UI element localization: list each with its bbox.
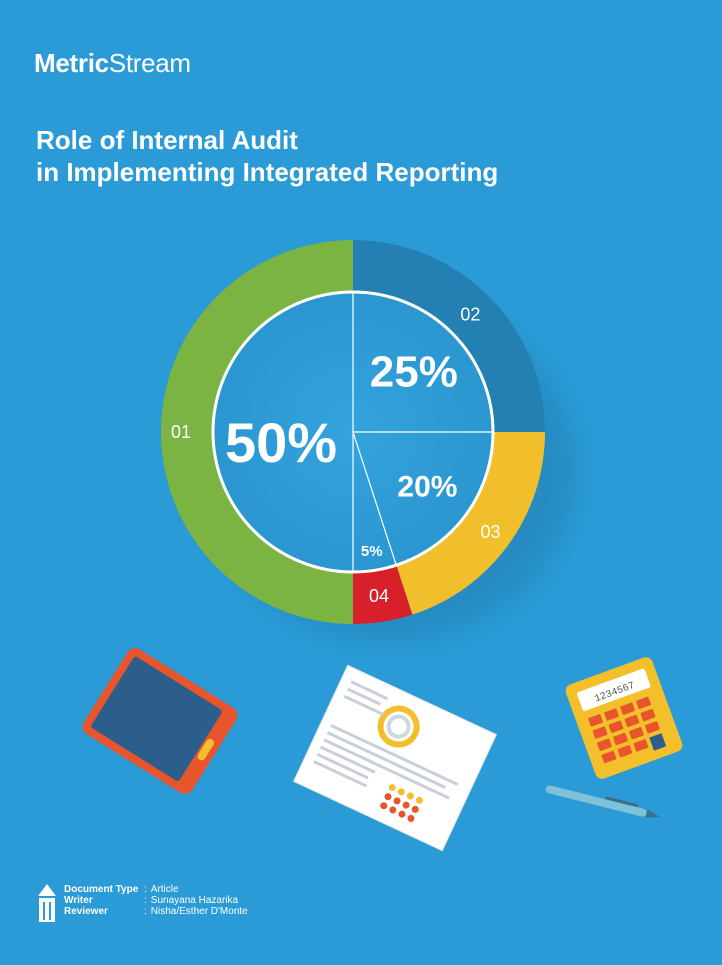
pencil-icon [38, 884, 56, 922]
info-label: Writer [64, 895, 93, 906]
info-label: Reviewer [64, 906, 108, 917]
value-label-03: 20% [397, 471, 457, 504]
phone-illustration [82, 648, 238, 794]
segment-label-03: 03 [481, 522, 501, 542]
segment-03 [396, 432, 545, 615]
segment-02 [353, 240, 545, 432]
segment-label-01: 01 [171, 422, 191, 442]
title-line-1: Role of Internal Audit [36, 125, 298, 155]
donut-segments [161, 240, 545, 624]
value-label-02: 25% [370, 348, 458, 397]
calculator-illustration: 1234567 [565, 657, 683, 779]
brand-name-bold: Metric [34, 48, 109, 78]
info-row-writer: Writer : Sunayana Hazarika [64, 895, 239, 906]
pen-illustration [545, 785, 661, 818]
value-label-04: 5% [361, 543, 383, 560]
info-label: Document Type [64, 884, 139, 895]
title-line-2: in Implementing Integrated Reporting [36, 157, 499, 187]
segment-01 [161, 240, 353, 624]
document-illustration [292, 664, 498, 852]
donut-labels: 02 25% 03 20% 04 5% 01 50% [171, 305, 501, 606]
brand-name-regular: Stream [108, 48, 191, 78]
segment-04 [353, 565, 413, 624]
info-row-document-type: Document Type : Article [64, 884, 179, 895]
brand-logo: MetricStream [34, 48, 191, 79]
segment-label-04: 04 [369, 586, 389, 606]
info-value: Article [150, 884, 179, 895]
value-label-01: 50% [225, 411, 337, 474]
inner-divider-lines [352, 292, 493, 572]
divider-line [352, 431, 397, 566]
info-value: Nisha/Esther D'Monte [150, 906, 248, 917]
info-value: Sunayana Hazarika [150, 895, 239, 906]
segment-label-02: 02 [460, 305, 480, 325]
info-row-reviewer: Reviewer : Nisha/Esther D'Monte [64, 906, 248, 917]
page-title: Role of Internal Audit in Implementing I… [36, 124, 498, 188]
